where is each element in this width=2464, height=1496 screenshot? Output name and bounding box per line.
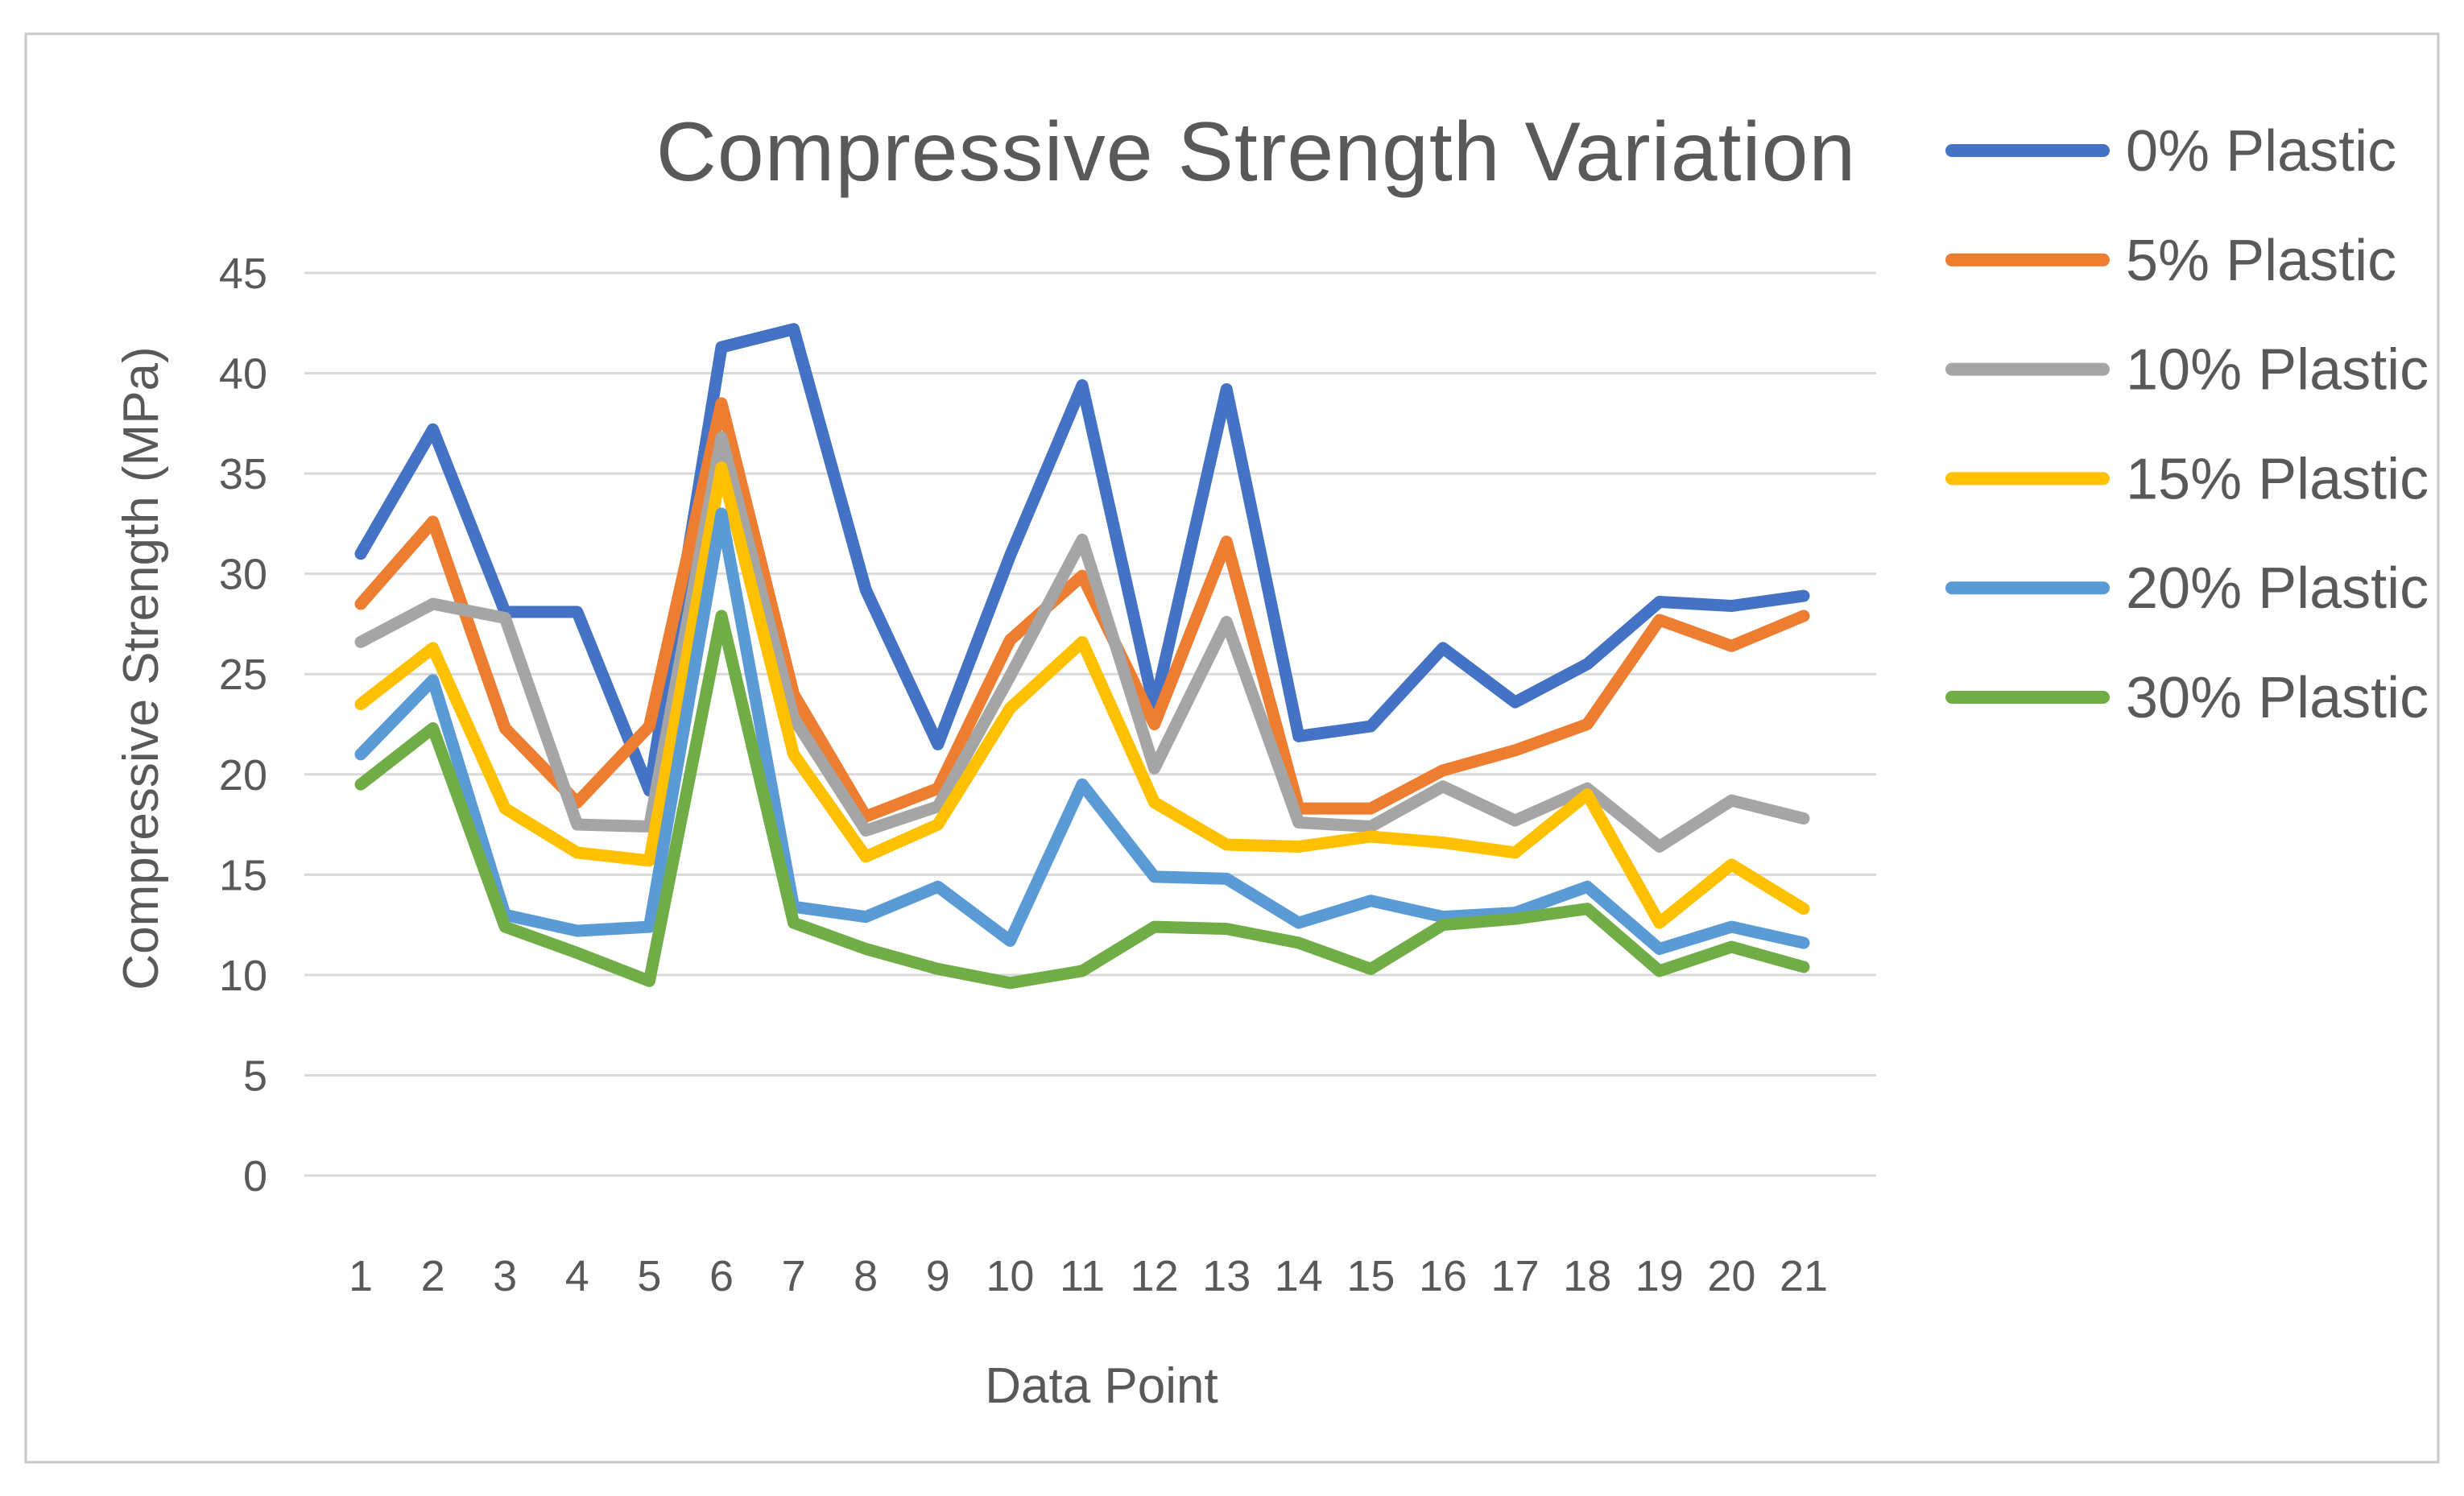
x-tick-label: 17	[1491, 1252, 1540, 1300]
x-tick-label: 9	[926, 1252, 950, 1300]
y-tick-label: 10	[219, 952, 267, 1000]
y-axis-title: Compressive Strength (MPa)	[114, 346, 169, 990]
series-line-30-plastic	[354, 610, 1810, 990]
x-axis-tick-labels: 1 2 3 4 5 6 7 8 9 10 11 12 13 14 15 16 17 18 19 20 21	[349, 1252, 1828, 1300]
legend-item: 0% Plastic	[1945, 119, 2396, 184]
legend-item: 15% Plastic	[1945, 447, 2429, 511]
x-tick-label: 14	[1275, 1252, 1323, 1300]
x-tick-label: 7	[782, 1252, 806, 1300]
y-tick-label: 30	[219, 551, 267, 599]
x-axis-title: Data Point	[985, 1358, 1218, 1414]
x-tick-label: 1	[349, 1252, 373, 1300]
legend: 0% Plastic 5% Plastic 10% Plastic 15% Plast…	[1945, 119, 2429, 730]
x-tick-label: 3	[493, 1252, 517, 1300]
legend-label: 20% Plastic	[2126, 556, 2429, 621]
x-tick-label: 5	[637, 1252, 661, 1300]
x-tick-label: 19	[1635, 1252, 1684, 1300]
series-lines	[354, 323, 1810, 990]
series-line-10-plastic	[354, 431, 1810, 853]
x-tick-label: 13	[1202, 1252, 1251, 1300]
chart-title: Compressive Strength Variation	[656, 105, 1857, 199]
legend-item: 5% Plastic	[1945, 229, 2396, 293]
legend-item: 30% Plastic	[1945, 666, 2429, 730]
x-tick-label: 6	[709, 1252, 734, 1300]
x-tick-label: 20	[1707, 1252, 1755, 1300]
y-tick-label: 25	[219, 651, 267, 699]
x-tick-label: 4	[565, 1252, 589, 1300]
x-tick-label: 11	[1060, 1252, 1105, 1300]
series-line-0-plastic	[354, 323, 1810, 797]
y-tick-label: 40	[219, 350, 267, 399]
y-tick-label: 15	[219, 851, 267, 899]
x-tick-label: 21	[1780, 1252, 1828, 1300]
y-axis-tick-labels: 0 5 10 15 20 25 30 35 40 45	[219, 250, 267, 1201]
legend-item: 20% Plastic	[1945, 556, 2429, 621]
chart-frame	[24, 32, 2440, 1464]
y-tick-label: 5	[243, 1052, 267, 1100]
legend-label: 10% Plastic	[2126, 338, 2429, 403]
x-tick-label: 18	[1563, 1252, 1611, 1300]
legend-label: 5% Plastic	[2126, 229, 2396, 293]
legend-label: 30% Plastic	[2126, 666, 2429, 730]
x-tick-label: 8	[854, 1252, 878, 1300]
y-tick-label: 45	[219, 250, 267, 298]
x-tick-label: 10	[986, 1252, 1034, 1300]
legend-item: 10% Plastic	[1945, 338, 2429, 403]
x-tick-label: 15	[1346, 1252, 1395, 1300]
x-tick-label: 12	[1131, 1252, 1179, 1300]
y-tick-label: 0	[243, 1152, 267, 1201]
y-tick-label: 20	[219, 751, 267, 800]
series-line-5-plastic	[354, 397, 1810, 823]
legend-label: 15% Plastic	[2126, 447, 2429, 511]
series-line-15-plastic	[354, 461, 1810, 929]
series-line-20-plastic	[354, 507, 1810, 956]
y-tick-label: 35	[219, 450, 267, 498]
x-tick-label: 2	[421, 1252, 445, 1300]
legend-label: 0% Plastic	[2126, 119, 2396, 184]
x-tick-label: 16	[1419, 1252, 1467, 1300]
